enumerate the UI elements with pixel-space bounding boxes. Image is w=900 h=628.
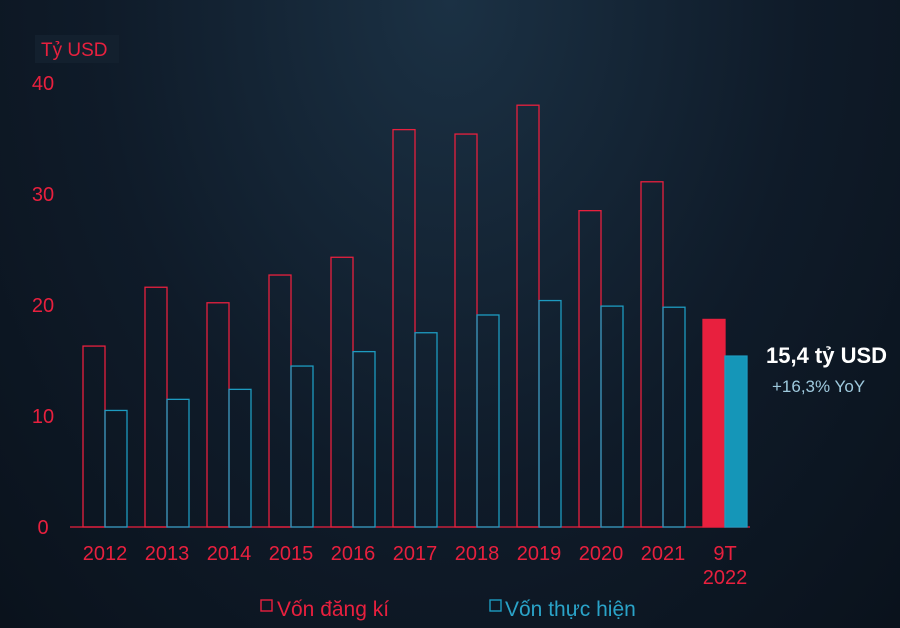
x-tick-label: 2016 bbox=[331, 543, 376, 565]
bar-registered bbox=[640, 181, 664, 528]
bar-implemented bbox=[662, 306, 686, 528]
callout-yoy: +16,3% YoY bbox=[772, 377, 865, 396]
bar-implemented bbox=[352, 350, 376, 528]
bar-registered bbox=[454, 133, 478, 528]
bar-registered bbox=[144, 286, 168, 528]
bar-registered bbox=[82, 345, 106, 528]
callout: 15,4 tỷ USD +16,3% YoY bbox=[766, 343, 887, 396]
y-tick-label: 0 bbox=[37, 517, 48, 539]
bar-registered bbox=[392, 128, 416, 528]
unit-label-box bbox=[35, 35, 119, 63]
x-tick-label: 2012 bbox=[83, 543, 128, 565]
bar-registered bbox=[702, 318, 726, 528]
callout-value: 15,4 tỷ USD bbox=[766, 343, 887, 368]
unit-label: Tỷ USD bbox=[35, 35, 119, 63]
x-tick-label: 2015 bbox=[269, 543, 314, 565]
x-tick-label: 2019 bbox=[517, 543, 562, 565]
bar-registered bbox=[578, 209, 602, 528]
bar-implemented bbox=[228, 388, 252, 528]
bar-implemented bbox=[476, 314, 500, 528]
legend-label-registered: Vốn đăng kí bbox=[277, 598, 389, 621]
bar-implemented bbox=[538, 299, 562, 528]
y-axis-ticks: 0 10 20 30 40 bbox=[32, 73, 54, 539]
bar-implemented bbox=[414, 332, 438, 528]
x-tick-label: 2017 bbox=[393, 543, 438, 565]
legend: Vốn đăng kí Vốn thực hiện bbox=[260, 598, 636, 621]
bar-registered bbox=[516, 104, 540, 528]
x-tick-label: 2020 bbox=[579, 543, 624, 565]
x-tick-label: 2013 bbox=[145, 543, 190, 565]
y-tick-label: 40 bbox=[32, 73, 54, 95]
bar-registered bbox=[330, 256, 354, 528]
bar-registered bbox=[206, 302, 230, 528]
legend-label-implemented: Vốn thực hiện bbox=[505, 598, 636, 621]
x-tick-label: 9T bbox=[713, 543, 736, 565]
y-tick-label: 20 bbox=[32, 295, 54, 317]
bar-implemented bbox=[290, 365, 314, 528]
x-tick-label: 2021 bbox=[641, 543, 686, 565]
x-tick-label-line2: 2022 bbox=[703, 567, 748, 589]
bar-implemented bbox=[724, 355, 748, 528]
y-tick-label: 30 bbox=[32, 184, 54, 206]
bars-group bbox=[82, 104, 748, 528]
bar-registered bbox=[268, 274, 292, 528]
legend-swatch-registered bbox=[260, 599, 273, 612]
bar-implemented bbox=[104, 409, 128, 528]
bar-implemented bbox=[166, 398, 190, 528]
legend-swatch-implemented bbox=[489, 599, 502, 612]
y-tick-label: 10 bbox=[32, 406, 54, 428]
x-axis-ticks: 2012 2013 2014 2015 2016 2017 2018 2019 2020 2021… bbox=[83, 543, 748, 589]
x-tick-label: 2014 bbox=[207, 543, 252, 565]
bar-implemented bbox=[600, 305, 624, 528]
unit-label-text: Tỷ USD bbox=[41, 40, 108, 61]
x-tick-label: 2018 bbox=[455, 543, 500, 565]
